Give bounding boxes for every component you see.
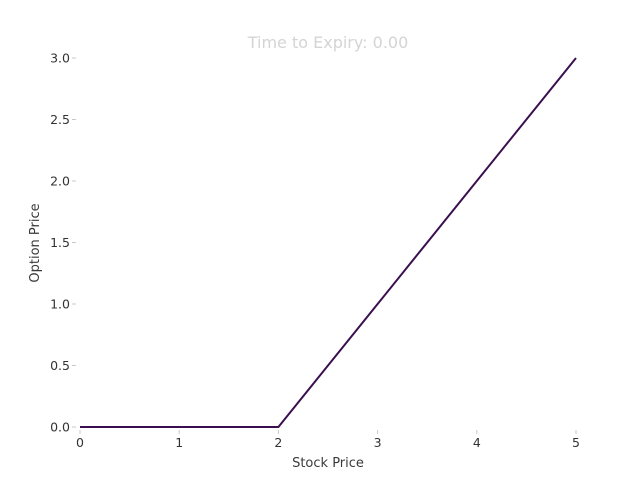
chart-title: Time to Expiry: 0.00 [247, 33, 409, 52]
x-tick-label: 4 [473, 435, 481, 450]
x-axis-ticks: 0 1 2 3 4 5 [76, 430, 580, 450]
x-tick-label: 1 [175, 435, 183, 450]
y-tick-label: 2.0 [50, 174, 70, 189]
y-axis-ticks: 0.0 0.5 1.0 1.5 2.0 2.5 3.0 [50, 51, 76, 435]
x-axis-label: Stock Price [292, 456, 364, 471]
series-layer [80, 57, 577, 428]
x-tick-label: 5 [572, 435, 580, 450]
y-tick-label: 0.5 [50, 358, 70, 373]
x-tick-label: 2 [274, 435, 282, 450]
x-tick-label: 0 [76, 435, 84, 450]
series-line-0 [80, 57, 577, 428]
y-tick-label: 1.5 [50, 235, 70, 250]
y-tick-label: 3.0 [50, 51, 70, 66]
y-tick-label: 1.0 [50, 297, 70, 312]
y-tick-label: 2.5 [50, 112, 70, 127]
y-tick-label: 0.0 [50, 420, 70, 435]
y-axis-label: Option Price [28, 203, 43, 282]
x-tick-label: 3 [374, 435, 382, 450]
